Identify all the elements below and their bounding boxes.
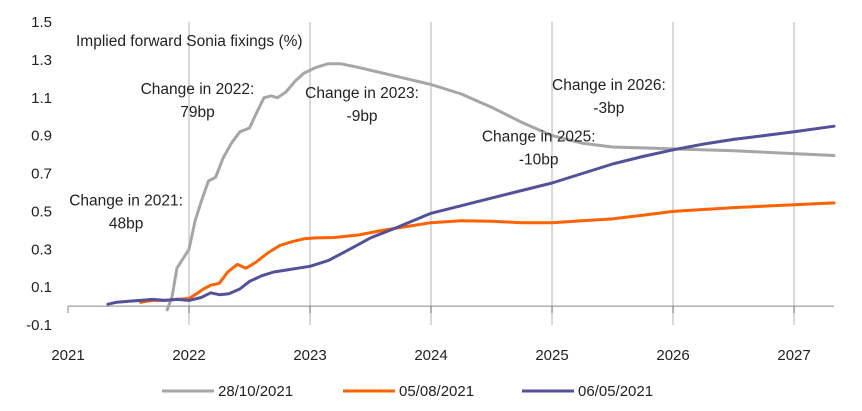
annotation-2026: Change in 2026: -3bp [552,77,666,117]
annotation-text: Change in 2021: [69,193,183,210]
x-tick-label: 2021 [51,347,84,364]
annotation-text: -9bp [347,108,378,125]
y-tick-label: 1.5 [31,14,52,31]
x-tick-label: 2027 [777,347,810,364]
y-tick-label: 0.9 [31,128,52,145]
annotation-text: 79bp [180,104,214,121]
x-tick-label: 2026 [656,347,689,364]
series [106,62,836,312]
legend: 28/10/2021 05/08/2021 06/05/2021 [162,383,653,400]
y-tick-label: 0.7 [31,166,52,183]
series-line-3 [106,124,836,306]
grid [188,22,796,325]
x-axis: 2021 2022 2023 2024 2025 2026 2027 [51,306,811,364]
annotation-2021: Change in 2021: 48bp [69,193,183,233]
annotation-text: Change in 2026: [552,77,666,94]
annotation-2025: Change in 2025: -10bp [482,128,596,168]
series-line-2 [139,201,836,304]
legend-label-3: 06/05/2021 [578,383,653,400]
y-tick-label: -0.1 [26,317,52,334]
x-tick-label: 2023 [293,347,326,364]
legend-label-1: 28/10/2021 [218,383,293,400]
series-line-1 [165,62,836,312]
annotation-text: Change in 2023: [305,85,419,102]
annotation-text: -3bp [593,100,624,117]
y-axis-label: Implied forward Sonia fixings (%) [76,33,303,50]
x-tick-label: 2025 [535,347,568,364]
legend-label-2: 05/08/2021 [399,383,474,400]
y-tick-label: 1.3 [31,52,52,69]
y-tick-label: 0.1 [31,279,52,296]
annotation-2023: Change in 2023: -9bp [305,85,419,125]
x-tick-label: 2024 [414,347,447,364]
annotation-text: 48bp [109,216,143,233]
annotation-text: -10bp [519,151,559,168]
y-axis: -0.1 0.1 0.3 0.5 0.7 0.9 1.1 1.3 1.5 [26,14,52,334]
annotation-2022: Change in 2022: 79bp [141,81,255,121]
y-tick-label: 1.1 [31,90,52,107]
y-tick-label: 0.3 [31,241,52,258]
annotation-text: Change in 2022: [141,81,255,98]
annotation-text: Change in 2025: [482,128,596,145]
x-tick-label: 2022 [172,347,205,364]
y-tick-label: 0.5 [31,203,52,220]
